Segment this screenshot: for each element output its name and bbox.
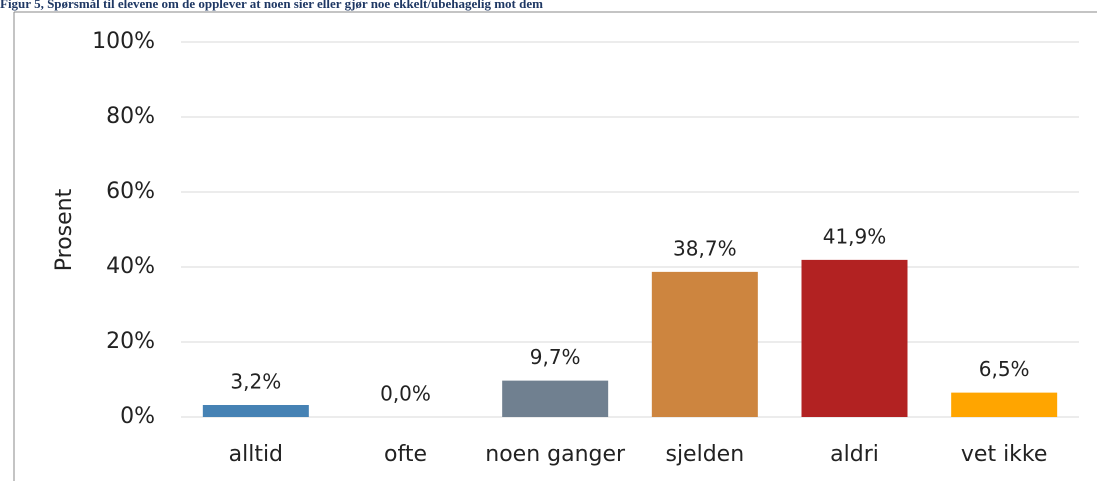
bar bbox=[801, 259, 908, 417]
bar bbox=[202, 405, 309, 417]
bar bbox=[502, 380, 609, 417]
chart-title: Figur 5, Spørsmål til elevene om de oppl… bbox=[0, 0, 543, 11]
y-tick-label: 40% bbox=[106, 254, 155, 279]
x-tick-label: ofte bbox=[384, 442, 427, 467]
data-label: 38,7% bbox=[673, 236, 737, 260]
y-tick-label: 60% bbox=[106, 179, 155, 204]
data-label: 3,2% bbox=[230, 370, 281, 394]
y-tick-label: 0% bbox=[120, 404, 155, 429]
data-label: 41,9% bbox=[823, 224, 887, 248]
data-label: 0,0% bbox=[380, 382, 431, 406]
x-tick-label: noen ganger bbox=[485, 442, 626, 467]
bar bbox=[651, 271, 758, 417]
x-tick-label: alltid bbox=[229, 442, 283, 467]
x-tick-label: sjelden bbox=[665, 442, 744, 467]
data-label: 6,5% bbox=[979, 357, 1030, 381]
bar bbox=[951, 392, 1058, 417]
y-tick-label: 80% bbox=[106, 104, 155, 129]
y-axis-label: Prosent bbox=[52, 188, 77, 271]
data-label: 9,7% bbox=[530, 345, 581, 369]
x-tick-label: vet ikke bbox=[961, 442, 1048, 467]
y-tick-label: 20% bbox=[106, 329, 155, 354]
y-tick-label: 100% bbox=[92, 29, 155, 54]
x-tick-label: aldri bbox=[830, 442, 879, 467]
